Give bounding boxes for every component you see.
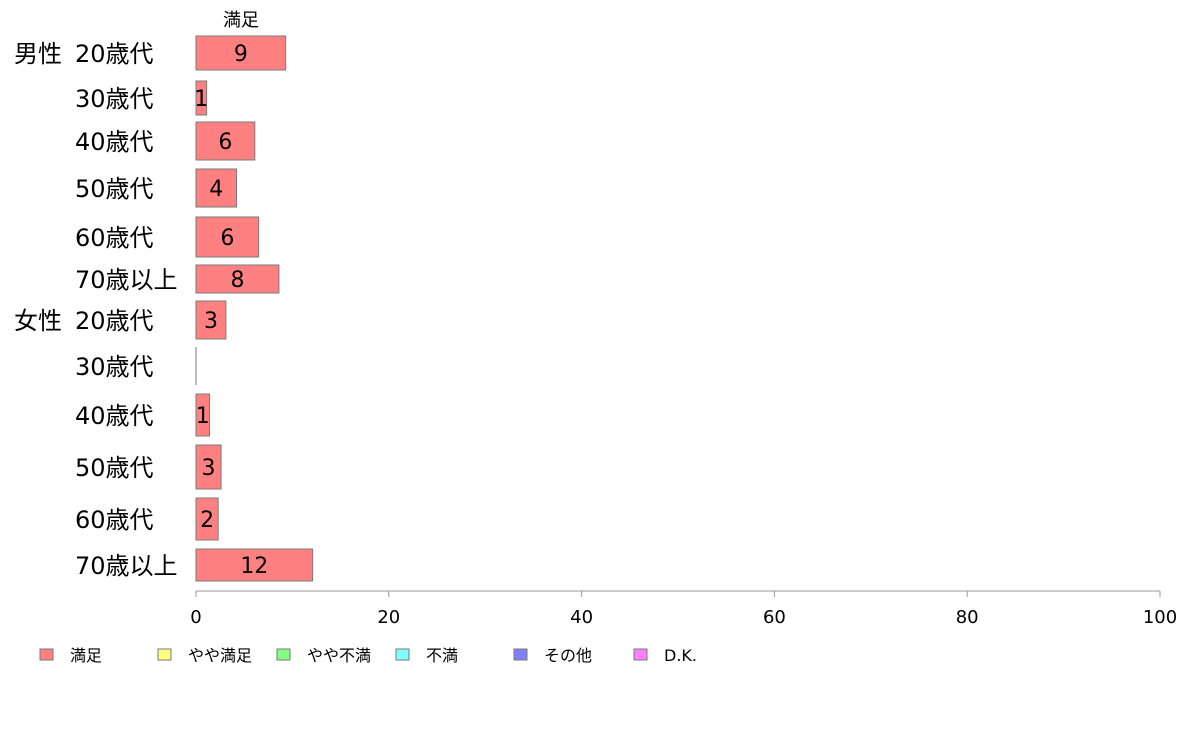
x-tick-label: 60 (763, 607, 786, 628)
bar-segment (195, 35, 287, 71)
x-tick-label: 0 (190, 607, 201, 628)
bar-segment (195, 300, 227, 340)
legend-swatch (395, 648, 410, 661)
bar-segment (195, 393, 210, 437)
bar-value-label: 9 (234, 42, 248, 67)
bar-value-label: 6 (218, 130, 232, 155)
x-tick-label: 100 (1143, 607, 1177, 628)
category-label: 40歳代 (75, 402, 154, 430)
bar-value-label: 2 (200, 508, 214, 533)
legend: 満足 やや満足 やや不満 不満 その他 D.K. (39, 646, 697, 665)
legend-label: やや満足 (188, 646, 252, 665)
category-label: 30歳代 (75, 85, 154, 113)
legend-swatch (39, 648, 54, 661)
legend-label: やや不満 (307, 646, 371, 665)
group-label: 女性 (14, 307, 62, 335)
bar-segment (195, 548, 314, 582)
bar-value-label: 1 (196, 404, 210, 429)
bar-segment (195, 168, 237, 208)
legend-swatch (633, 648, 648, 661)
bar-segment (195, 444, 222, 490)
bar-value-label: 1 (194, 87, 208, 112)
legend-label: その他 (544, 646, 592, 665)
bar-value-label: 3 (202, 456, 216, 481)
x-axis: 0 20 40 60 80 100 (190, 590, 1177, 628)
legend-swatch (157, 648, 172, 661)
bar-segment (195, 216, 260, 258)
legend-label: D.K. (664, 646, 697, 665)
bar-value-label: 3 (204, 309, 218, 334)
bar-value-label: 4 (209, 177, 223, 202)
category-label: 50歳代 (75, 175, 154, 203)
legend-swatch (513, 648, 528, 661)
group-label: 男性 (14, 40, 62, 68)
bar-segment (195, 264, 280, 294)
category-label: 70歳以上 (75, 266, 178, 294)
bar-segment (195, 80, 208, 116)
bars (195, 35, 314, 582)
legend-swatch (276, 648, 291, 661)
series-header: 満足 (223, 10, 259, 31)
category-label: 30歳代 (75, 353, 154, 381)
bar-value-label: 6 (220, 226, 234, 251)
category-labels: 20歳代 30歳代 40歳代 50歳代 60歳代 70歳以上 20歳代 30歳代 40歳代 50歳… (75, 40, 178, 580)
category-label: 60歳代 (75, 506, 154, 534)
legend-label: 満足 (70, 646, 102, 665)
legend-label: 不満 (426, 646, 458, 665)
category-label: 20歳代 (75, 40, 154, 68)
category-label: 70歳以上 (75, 552, 178, 580)
category-label: 40歳代 (75, 128, 154, 156)
x-tick-label: 40 (570, 607, 593, 628)
bar-segment (195, 497, 219, 541)
bar-value-label: 8 (230, 268, 244, 293)
bar-segment (195, 121, 256, 161)
bar-value-label: 12 (240, 554, 268, 579)
category-label: 50歳代 (75, 454, 154, 482)
category-label: 20歳代 (75, 307, 154, 335)
x-tick-label: 80 (956, 607, 979, 628)
category-label: 60歳代 (75, 224, 154, 252)
x-tick-label: 20 (377, 607, 400, 628)
